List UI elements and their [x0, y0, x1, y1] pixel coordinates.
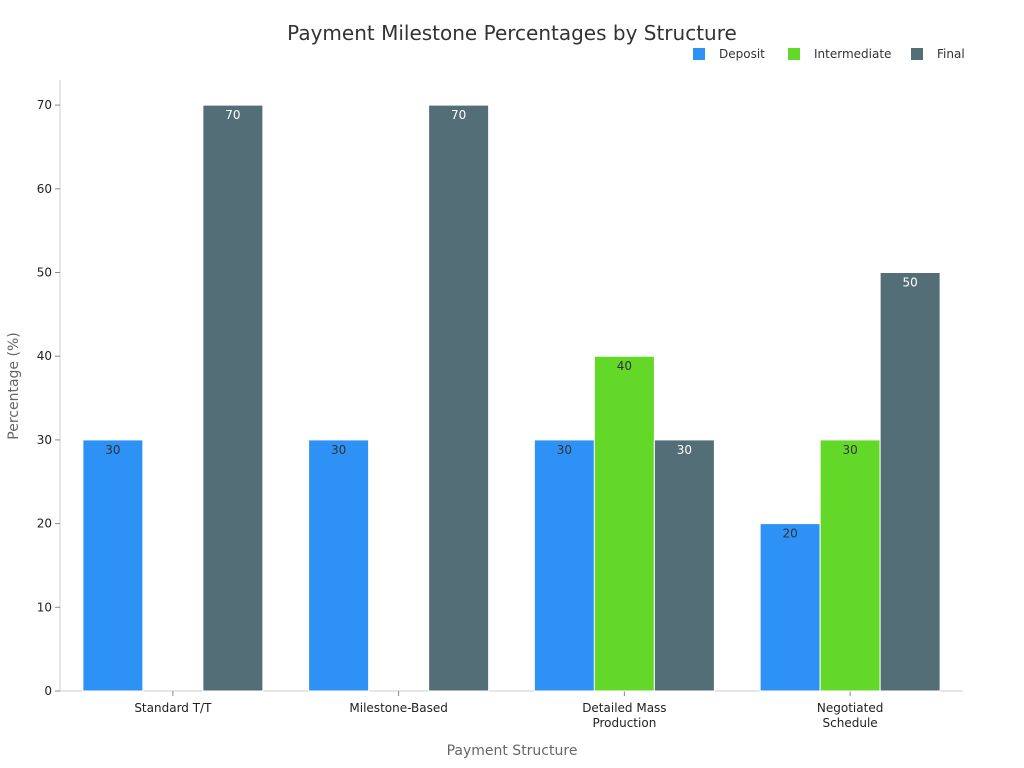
y-tick-label: 70	[37, 98, 52, 112]
data-labels: 30 70 30 70 30 40 30 20 30 50	[105, 108, 918, 540]
bar-final-2	[653, 439, 715, 692]
legend-swatch-deposit	[693, 48, 705, 60]
data-label: 20	[782, 527, 797, 541]
legend: Deposit Intermediate Final	[693, 47, 965, 61]
data-label: 30	[842, 443, 857, 457]
y-axis-title: Percentage (%)	[6, 332, 22, 439]
x-category-label: Schedule	[823, 716, 878, 730]
legend-label: Intermediate	[814, 47, 891, 61]
y-axis: 0 10 20 30 40 50 60 70	[37, 80, 61, 698]
bar-final-3	[879, 272, 941, 692]
bar-deposit-3	[759, 523, 821, 692]
bar-final-1	[428, 104, 490, 692]
legend-swatch-final	[911, 48, 923, 60]
data-label: 70	[451, 108, 466, 122]
data-label: 30	[557, 443, 572, 457]
bar-intermediate-2	[593, 355, 655, 692]
y-tick-label: 0	[44, 684, 52, 698]
bar-final-0	[202, 104, 264, 692]
x-category-label: Standard T/T	[134, 701, 212, 715]
y-tick-label: 40	[37, 349, 52, 363]
legend-label: Deposit	[719, 47, 765, 61]
data-label: 40	[617, 359, 632, 373]
y-tick-label: 10	[37, 600, 52, 614]
x-axis: Standard T/T Milestone-Based Detailed Mass…	[60, 690, 963, 730]
bars	[82, 104, 941, 692]
x-category-label: Production	[592, 716, 656, 730]
bar-deposit-0	[82, 439, 144, 692]
y-tick-label: 60	[37, 182, 52, 196]
data-label: 30	[105, 443, 120, 457]
y-tick-label: 20	[37, 517, 52, 531]
data-label: 70	[225, 108, 240, 122]
chart-title: Payment Milestone Percentages by Structu…	[287, 21, 737, 45]
legend-swatch-intermediate	[788, 48, 800, 60]
data-label: 30	[677, 443, 692, 457]
data-label: 30	[331, 443, 346, 457]
y-tick-label: 30	[37, 433, 52, 447]
data-label: 50	[902, 276, 917, 290]
x-category-label: Detailed Mass	[582, 701, 666, 715]
legend-label: Final	[937, 47, 965, 61]
bar-deposit-2	[533, 439, 595, 692]
y-tick-label: 50	[37, 266, 52, 280]
x-category-label: Milestone-Based	[349, 701, 447, 715]
x-category-label: Negotiated	[817, 701, 883, 715]
bar-deposit-1	[308, 439, 370, 692]
bar-intermediate-3	[819, 439, 881, 692]
x-axis-title: Payment Structure	[447, 743, 578, 759]
